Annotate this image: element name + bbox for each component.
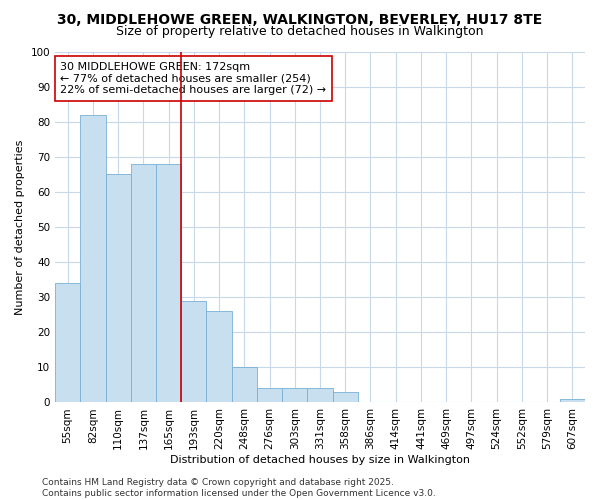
Text: 30 MIDDLEHOWE GREEN: 172sqm
← 77% of detached houses are smaller (254)
22% of se: 30 MIDDLEHOWE GREEN: 172sqm ← 77% of det…: [61, 62, 326, 95]
Bar: [257, 388, 282, 402]
X-axis label: Distribution of detached houses by size in Walkington: Distribution of detached houses by size …: [170, 455, 470, 465]
Bar: [307, 388, 332, 402]
Bar: [332, 392, 358, 402]
Bar: [106, 174, 131, 402]
Y-axis label: Number of detached properties: Number of detached properties: [15, 140, 25, 314]
Text: Size of property relative to detached houses in Walkington: Size of property relative to detached ho…: [116, 25, 484, 38]
Bar: [156, 164, 181, 402]
Bar: [282, 388, 307, 402]
Text: Contains HM Land Registry data © Crown copyright and database right 2025.
Contai: Contains HM Land Registry data © Crown c…: [42, 478, 436, 498]
Text: 30, MIDDLEHOWE GREEN, WALKINGTON, BEVERLEY, HU17 8TE: 30, MIDDLEHOWE GREEN, WALKINGTON, BEVERL…: [58, 12, 542, 26]
Bar: [80, 114, 106, 403]
Bar: [55, 283, 80, 403]
Bar: [181, 300, 206, 402]
Bar: [206, 311, 232, 402]
Bar: [131, 164, 156, 402]
Bar: [232, 368, 257, 402]
Bar: [560, 399, 585, 402]
